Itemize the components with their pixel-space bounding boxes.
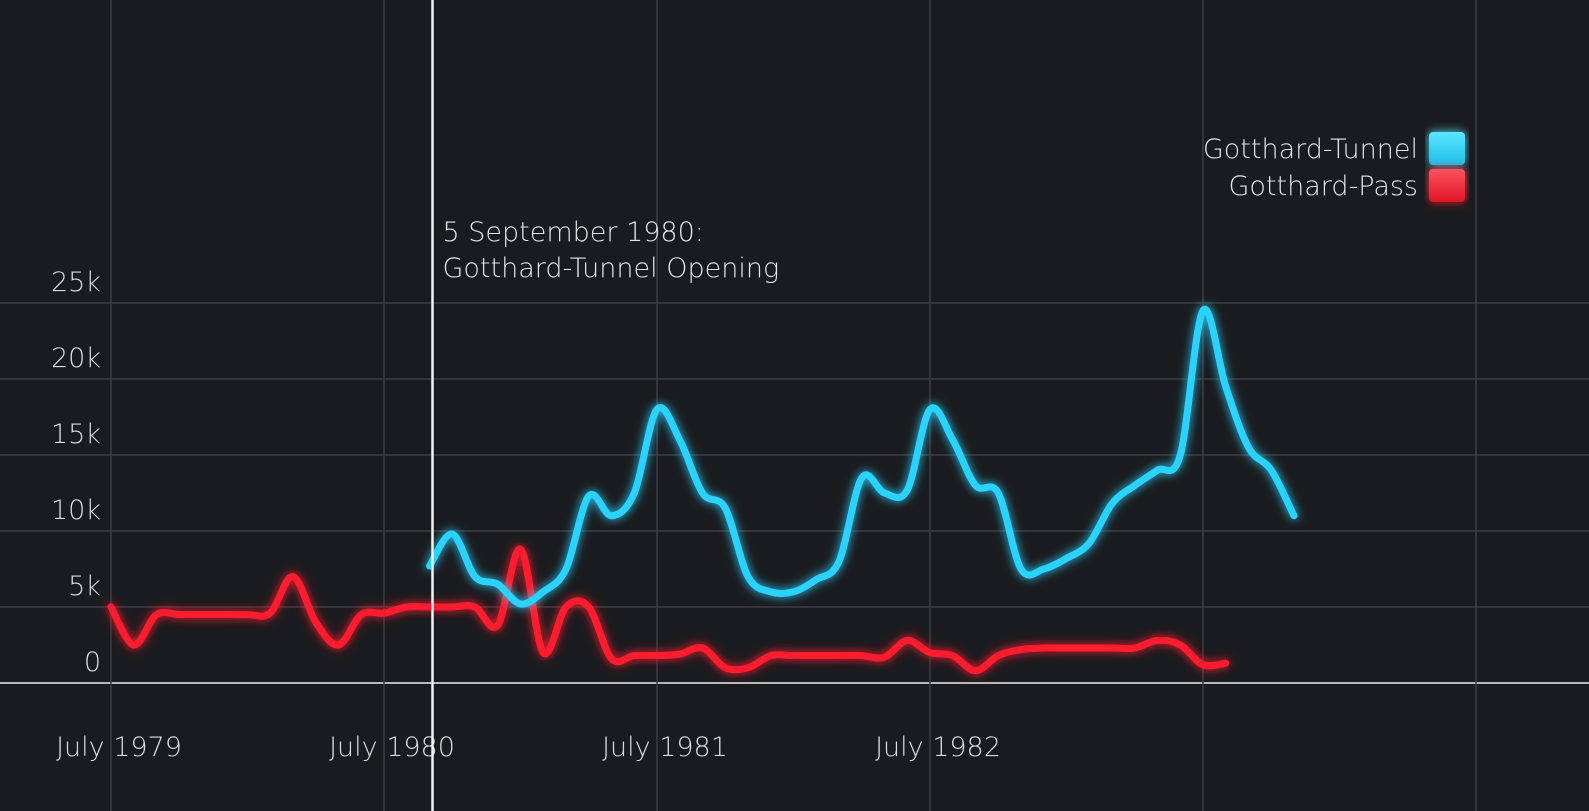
series-line-gotthard-tunnel: [426, 305, 1298, 608]
y-tick-label: 5k: [68, 571, 101, 602]
legend-label: Gotthard-Tunnel: [1203, 134, 1418, 165]
x-tick-label: July 1980: [329, 732, 455, 763]
x-axis-ticks: July 1979 July 1980 July 1981 July 1982: [56, 732, 1001, 763]
x-tick-label: July 1979: [56, 732, 182, 763]
legend-swatch: [1429, 132, 1465, 165]
y-tick-label: 25k: [51, 267, 101, 298]
annotation-label: Gotthard-Tunnel Opening: [442, 253, 779, 284]
x-tick-label: July 1981: [602, 732, 728, 763]
tunnel-opening-annotation: 5 September 1980: Gotthard-Tunnel Opening: [431, 0, 779, 811]
x-tick-label: July 1982: [875, 732, 1001, 763]
legend-label: Gotthard-Pass: [1228, 171, 1418, 202]
annotation-label: 5 September 1980:: [442, 217, 703, 248]
legend-swatch: [1429, 169, 1465, 202]
series-lines: [107, 305, 1298, 675]
y-tick-label: 15k: [51, 419, 101, 450]
series-line-gotthard-pass: [107, 545, 1230, 675]
y-axis-ticks: 0 5k 10k 15k 20k 25k: [51, 267, 101, 678]
y-tick-label: 0: [84, 647, 101, 678]
y-tick-label: 10k: [51, 495, 101, 526]
y-tick-label: 20k: [51, 343, 101, 374]
legend: Gotthard-Tunnel Gotthard-Pass: [1203, 132, 1465, 202]
